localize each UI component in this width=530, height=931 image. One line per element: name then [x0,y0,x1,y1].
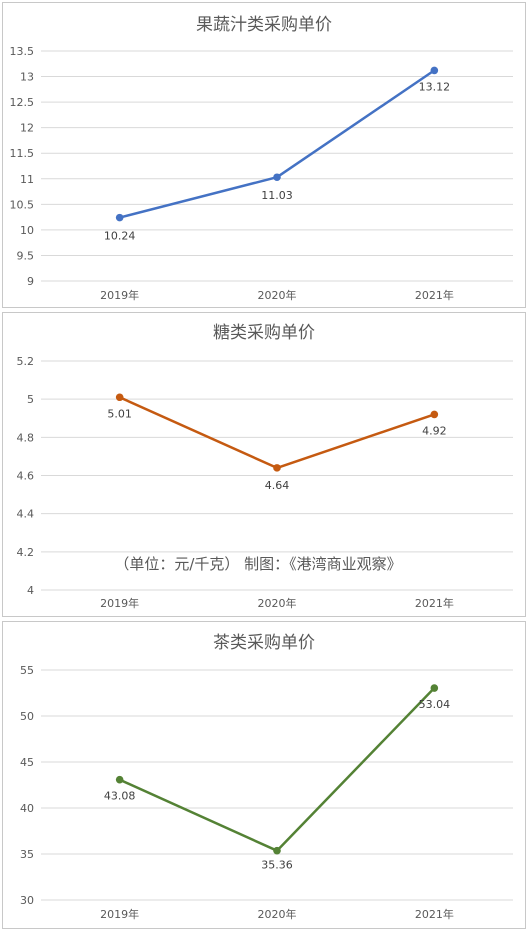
y-tick-label: 5.2 [17,355,35,368]
x-tick-label: 2019年 [100,907,139,921]
y-tick-label: 35 [20,848,34,861]
x-tick-label: 2019年 [100,596,139,610]
chart-note: （单位：元/千克） 制图：《港湾商业观察》 [114,555,401,573]
data-point [273,173,281,182]
tea-price-chart: 茶类采购单价 30 35 40 45 50 55 2019年 2020年 2021年 43.08 35… [20,633,513,921]
data-label: 43.08 [104,790,136,803]
data-point [430,410,439,419]
data-point [273,464,281,472]
y-tick-label: 4 [27,584,34,597]
y-tick-label: 10.5 [10,198,35,211]
x-tick-label: 2020年 [258,288,297,302]
y-tick-label: 50 [20,710,34,723]
x-tick-label: 2021年 [415,907,454,921]
chart-title: 糖类采购单价 [213,323,315,343]
data-point [115,775,124,784]
series-line [119,687,436,852]
data-label: 53.04 [419,698,451,711]
y-tick-label: 30 [20,894,34,907]
y-tick-label: 13 [20,71,34,84]
data-label: 13.12 [419,80,451,93]
chart-panel-tea: 茶类采购单价 30 35 40 45 50 55 2019年 2020年 2021年 43.08 35… [2,621,526,929]
juice-price-chart: 果蔬汁类采购单价 9 9.5 10 10.5 11 11.5 12 12.5 13 13.5 2019… [10,15,513,302]
data-label: 35.36 [261,859,293,872]
y-tick-label: 55 [20,664,34,677]
sugar-price-chart: 糖类采购单价 4 4.2 4.4 4.6 4.8 5 5.2 2019年 2020年 2021年 （单… [17,323,513,610]
x-tick-label: 2020年 [258,596,297,610]
data-label: 4.64 [265,479,290,492]
series-line [119,396,435,470]
x-tick-label: 2020年 [258,907,297,921]
chart-panel-sugar: 糖类采购单价 4 4.2 4.4 4.6 4.8 5 5.2 2019年 2020年 2021年 （单… [2,312,526,617]
y-tick-label: 9 [27,275,34,288]
y-tick-label: 11 [20,173,34,186]
y-tick-label: 12.5 [10,96,35,109]
chart-panel-juice: 果蔬汁类采购单价 9 9.5 10 10.5 11 11.5 12 12.5 13 13.5 2019… [2,2,526,308]
data-point [430,684,439,692]
data-label: 5.01 [107,407,132,420]
y-tick-label: 4.4 [17,508,35,521]
y-tick-label: 13.5 [10,45,35,58]
data-label: 4.92 [422,424,447,437]
data-label: 11.03 [261,189,293,202]
data-point [115,213,124,222]
y-tick-label: 4.2 [17,546,35,559]
y-tick-label: 12 [20,122,34,135]
x-tick-label: 2021年 [415,288,454,302]
y-tick-label: 10 [20,224,34,237]
chart-title: 茶类采购单价 [213,633,315,653]
chart-title: 果蔬汁类采购单价 [196,15,332,35]
y-tick-label: 11.5 [10,147,35,160]
data-point [115,393,124,402]
data-point [273,846,281,855]
y-tick-label: 45 [20,756,34,769]
y-tick-label: 4.8 [17,431,35,444]
data-label: 10.24 [104,230,136,243]
y-tick-label: 5 [27,393,34,406]
data-point [430,66,439,75]
x-tick-label: 2021年 [415,596,454,610]
y-tick-label: 9.5 [17,249,35,262]
y-tick-label: 4.6 [17,470,35,483]
y-tick-label: 40 [20,802,34,815]
x-tick-label: 2019年 [100,288,139,302]
